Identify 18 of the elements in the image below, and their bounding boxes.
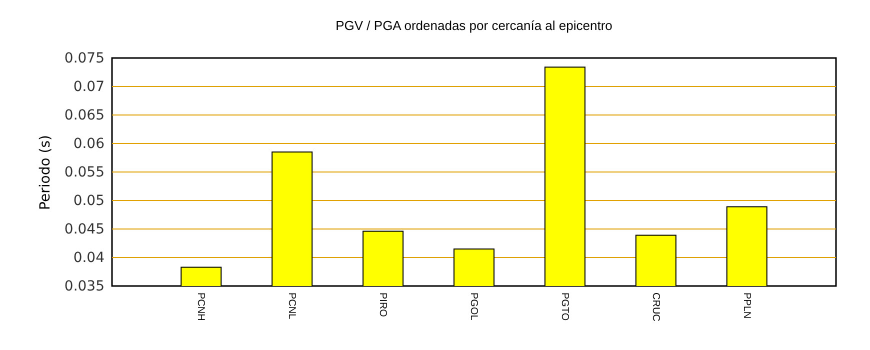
x-tick-label: PCNL <box>286 292 298 320</box>
y-axis-title: Periodo (s) <box>37 135 54 210</box>
y-tick-label: 0.035 <box>64 278 104 294</box>
y-tick-label: 0.045 <box>64 222 104 238</box>
chart-title: PGV / PGA ordenadas por cercanía al epicentro <box>336 18 612 33</box>
x-tick-label: PGOL <box>468 292 479 321</box>
y-tick-label: 0.04 <box>73 250 105 266</box>
x-tick-label: PIRO <box>377 292 388 318</box>
x-tick-label: CRUC <box>650 292 661 322</box>
y-tick-label: 0.05 <box>73 193 104 209</box>
y-tick-label: 0.07 <box>73 79 104 95</box>
y-tick-label: 0.055 <box>64 164 104 180</box>
x-tick-label: PGTO <box>558 292 570 321</box>
x-tick-label: PCNH <box>195 292 206 321</box>
y-tick-label: 0.065 <box>64 108 104 124</box>
y-tick-label: 0.06 <box>73 136 105 152</box>
y-tick-label: 0.075 <box>64 50 104 66</box>
x-tick-label: PPLN <box>740 292 752 319</box>
